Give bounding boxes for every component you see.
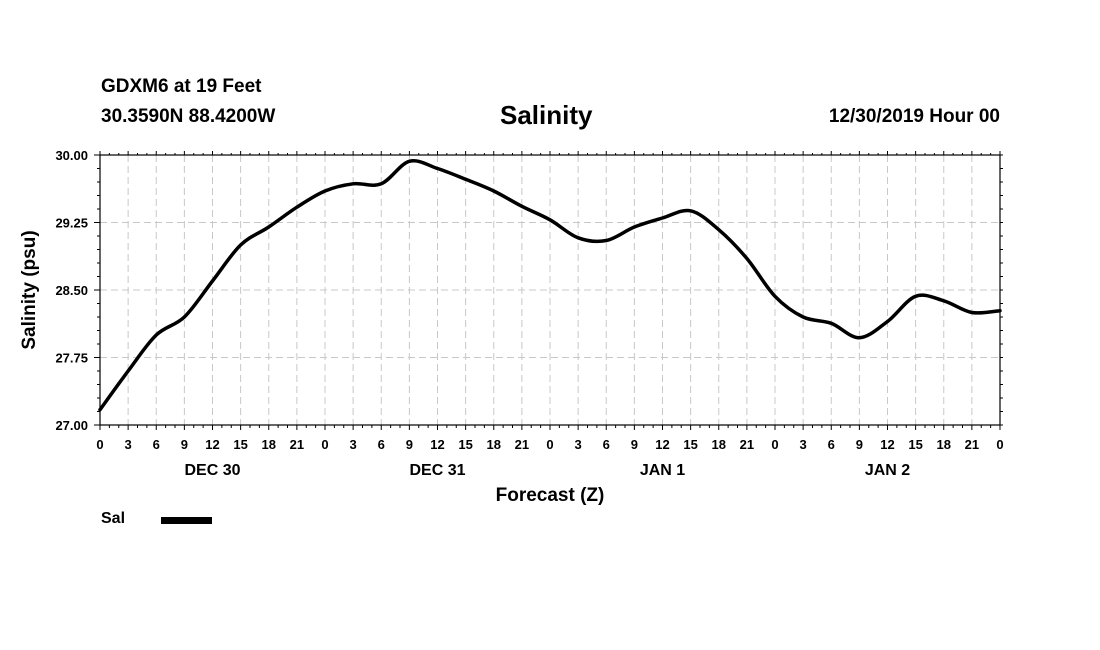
x-tick-label: 0 — [996, 437, 1003, 452]
x-tick-label: 9 — [856, 437, 863, 452]
x-tick-label: 6 — [378, 437, 385, 452]
series-group — [98, 159, 1002, 412]
x-tick-label: 12 — [880, 437, 894, 452]
x-tick-label: 0 — [321, 437, 328, 452]
day-label: JAN 2 — [865, 462, 910, 479]
x-axis-label: Forecast (Z) — [496, 485, 605, 506]
y-tick-label: 28.50 — [55, 283, 88, 298]
y-tick-label: 30.00 — [55, 148, 88, 163]
x-tick-label: 15 — [233, 437, 247, 452]
x-tick-label: 21 — [740, 437, 754, 452]
day-label: JAN 1 — [640, 462, 685, 479]
x-tick-label: 21 — [965, 437, 979, 452]
x-tick-label: 12 — [655, 437, 669, 452]
y-tick-label: 27.75 — [55, 351, 88, 366]
x-tick-label: 21 — [290, 437, 304, 452]
x-tick-label: 3 — [125, 437, 132, 452]
x-tick-label: 15 — [908, 437, 922, 452]
y-tick-label: 29.25 — [55, 216, 88, 231]
x-axis: 0 3 6 9 12 15 18 21 0 3 6 9 12 15 18 21 0 3 6 9 12 15 18 21 0 3 6 9… — [96, 151, 1004, 479]
x-tick-label: 6 — [828, 437, 835, 452]
x-tick-label: 0 — [546, 437, 553, 452]
y-axis: 27.00 27.75 28.50 29.25 30.00 — [55, 148, 1003, 433]
x-tick-label: 15 — [683, 437, 697, 452]
station-label: GDXM6 at 19 Feet — [101, 76, 262, 97]
legend-swatch — [161, 517, 212, 524]
y-tick-label: 27.00 — [55, 418, 88, 433]
x-tick-label: 18 — [712, 437, 726, 452]
x-tick-label: 3 — [800, 437, 807, 452]
x-tick-label: 3 — [575, 437, 582, 452]
legend-label: Sal — [101, 510, 126, 527]
day-label: DEC 30 — [184, 462, 240, 479]
x-tick-label: 12 — [430, 437, 444, 452]
x-tick-label: 15 — [458, 437, 472, 452]
x-tick-label: 9 — [631, 437, 638, 452]
grid-lines — [100, 155, 1000, 425]
x-tick-label: 9 — [181, 437, 188, 452]
day-label: DEC 31 — [409, 462, 465, 479]
x-tick-label: 6 — [153, 437, 160, 452]
x-tick-label: 21 — [515, 437, 529, 452]
coordinates-label: 30.3590N 88.4200W — [101, 106, 276, 127]
x-tick-label: 12 — [205, 437, 219, 452]
x-tick-label: 9 — [406, 437, 413, 452]
x-tick-label: 3 — [350, 437, 357, 452]
x-tick-label: 0 — [96, 437, 103, 452]
x-tick-label: 0 — [771, 437, 778, 452]
series-line-sal — [98, 159, 1002, 412]
chart-title: Salinity — [500, 100, 593, 130]
x-tick-label: 18 — [937, 437, 951, 452]
y-axis-label: Salinity (psu) — [19, 230, 40, 349]
x-tick-label: 18 — [487, 437, 501, 452]
x-tick-label: 6 — [603, 437, 610, 452]
forecast-date-label: 12/30/2019 Hour 00 — [828, 106, 1000, 127]
x-tick-label: 18 — [262, 437, 276, 452]
